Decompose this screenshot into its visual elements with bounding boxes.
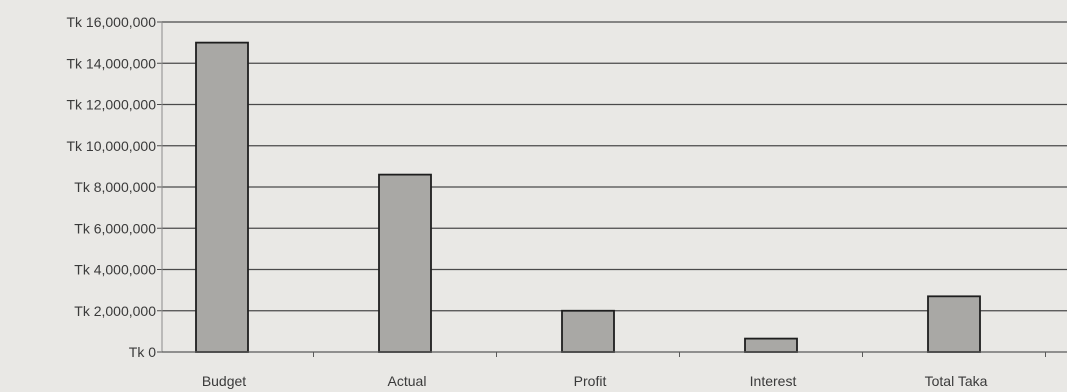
bar-profit [561, 309, 615, 353]
y-tick-label: Tk 8,000,000 [74, 179, 156, 195]
y-tick-label: Tk 16,000,000 [66, 14, 156, 30]
y-tick-label: Tk 4,000,000 [74, 262, 156, 278]
x-tick-label: Budget [202, 373, 246, 389]
y-tick-label: Tk 14,000,000 [66, 55, 156, 71]
y-tick-label: Tk 12,000,000 [66, 97, 156, 113]
y-tick-label: Tk 0 [129, 344, 156, 360]
x-tick-label: Interest [750, 373, 797, 389]
bar-interest [744, 337, 798, 353]
bar-budget [195, 41, 249, 353]
x-tick-label: Profit [574, 373, 607, 389]
y-tick-label: Tk 6,000,000 [74, 220, 156, 236]
x-axis-tick-labels: Budget Actual Profit Interest Total Taka [202, 373, 988, 389]
bar-total-taka [927, 295, 981, 353]
bar-actual [378, 173, 432, 353]
x-tick-label: Actual [388, 373, 427, 389]
y-tick-label: Tk 2,000,000 [74, 303, 156, 319]
gridlines [157, 21, 1067, 357]
bars [195, 41, 981, 353]
y-tick-label: Tk 10,000,000 [66, 138, 156, 154]
x-tick-label: Total Taka [925, 373, 988, 389]
y-axis-tick-labels: Tk 0 Tk 2,000,000 Tk 4,000,000 Tk 6,000,000… [66, 14, 156, 360]
